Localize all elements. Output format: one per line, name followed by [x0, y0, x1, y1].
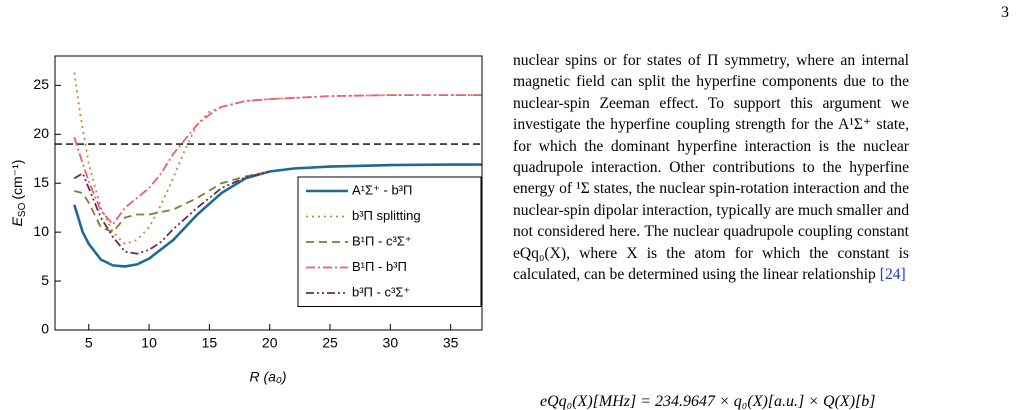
x-tick-label: 30 [383, 335, 399, 351]
y-tick-label: 20 [33, 125, 49, 141]
citation[interactable]: [24] [879, 266, 906, 284]
series-line [74, 170, 270, 234]
plot-frame [54, 55, 483, 331]
x-tick-label: 10 [141, 335, 157, 351]
y-label-symbol: E [9, 216, 25, 226]
page-number: 3 [1001, 4, 1009, 21]
chart: R (a₀) ESO (cm⁻¹) 5 10 15 20 25 30 35 0 5 10 15 20 25… [9, 55, 483, 385]
y-tick-label: 10 [33, 223, 49, 239]
legend-label: B¹Π - b³Π [352, 259, 407, 274]
x-tick-label: 5 [85, 335, 93, 351]
y-tick-label: 0 [41, 321, 49, 337]
paragraph: nuclear spins or for states of Π symmetr… [513, 50, 909, 285]
y-tick-label: 25 [33, 76, 49, 92]
x-axis-label: R (a₀) [249, 369, 286, 385]
equation: eQq₀(X)[MHz] = 234.9647 × q₀(X)[a.u.] × … [540, 393, 876, 410]
series-line [73, 170, 270, 255]
x-tick-label: 35 [443, 335, 459, 351]
x-tick-label: 20 [262, 335, 278, 351]
body-text: nuclear spins or for states of Π symmetr… [513, 52, 909, 284]
y-axis-label: ESO (cm⁻¹) [9, 160, 28, 227]
y-label-unit: (cm⁻¹) [9, 160, 25, 200]
x-tick-label: 25 [322, 335, 338, 351]
x-tick-label: 15 [202, 335, 218, 351]
legend-label: A¹Σ⁺ - b³Π [352, 182, 412, 197]
y-label-subscript: SO [17, 202, 28, 217]
legend-label: b³Π - c³Σ⁺ [352, 284, 410, 299]
series-line [73, 94, 482, 226]
legend-label: B¹Π - c³Σ⁺ [352, 233, 412, 248]
y-tick-label: 5 [41, 272, 49, 288]
legend-box [297, 176, 482, 307]
legend-label: b³Π splitting [352, 208, 421, 223]
y-tick-label: 15 [33, 174, 49, 190]
series-line [73, 163, 482, 268]
